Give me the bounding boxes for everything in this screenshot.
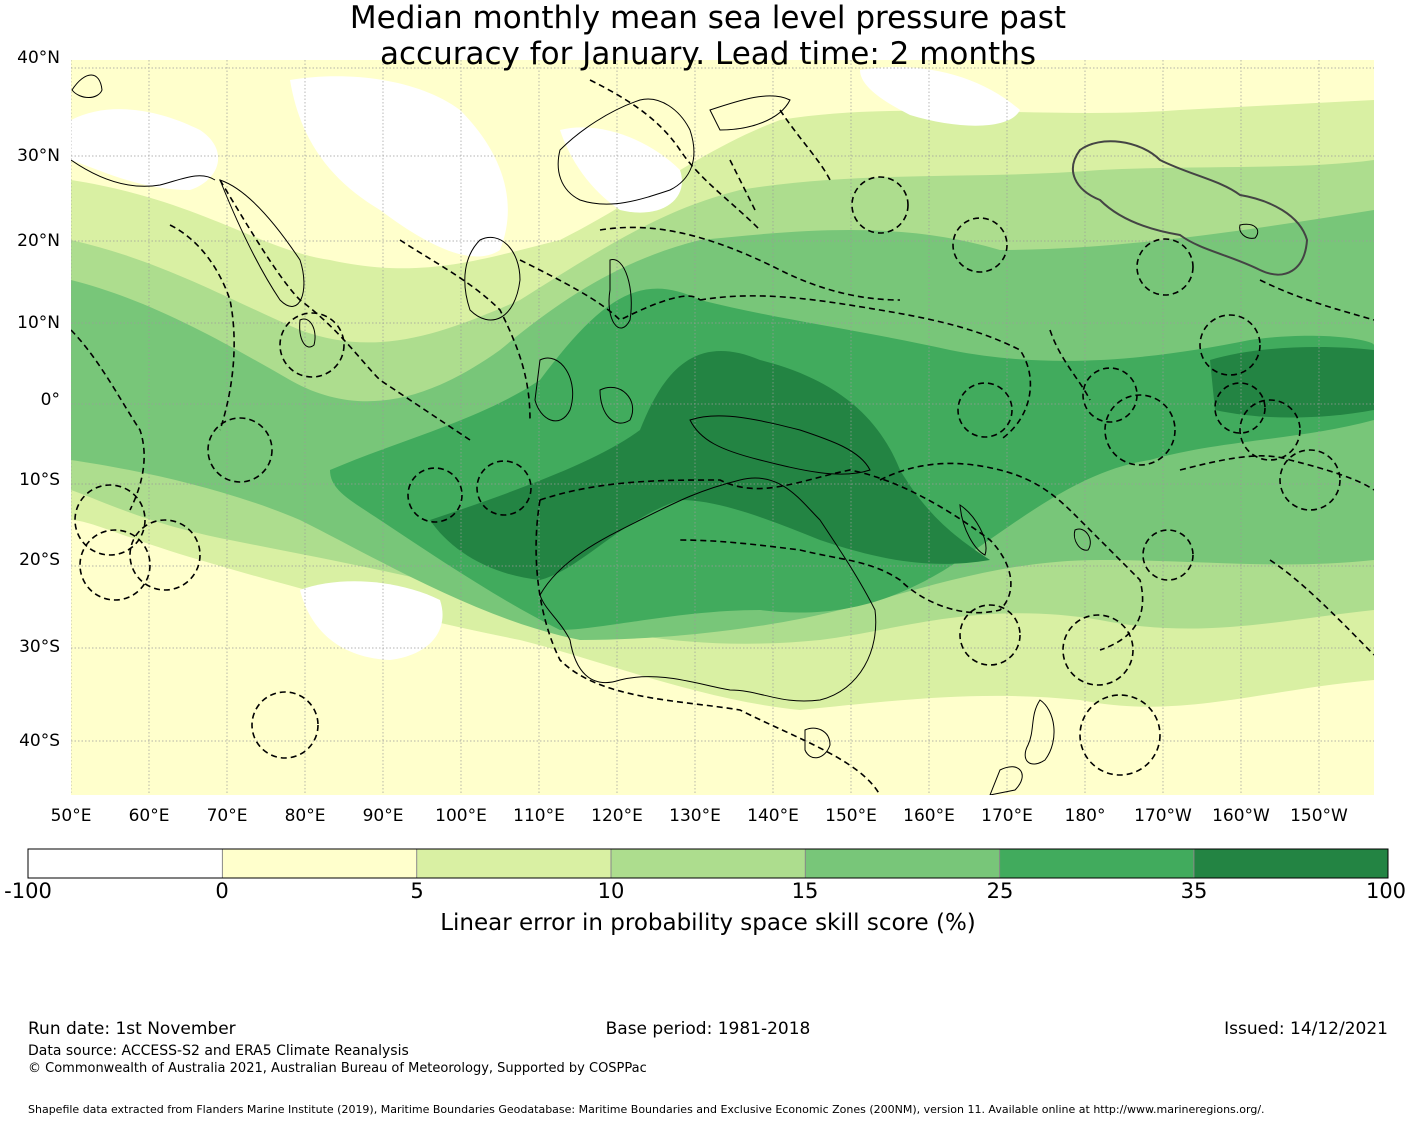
coastlines (71, 74, 1259, 795)
lon-tick: 160°E (903, 806, 955, 826)
lon-tick: 150°E (825, 806, 877, 826)
lat-tick: 30°N (17, 146, 60, 166)
lon-tick: 70°E (206, 806, 248, 826)
title-line-2: accuracy for January. Lead time: 2 month… (379, 36, 1036, 72)
title-line-1: Median monthly mean sea level pressure p… (349, 0, 1067, 36)
colorbar-bin-5-10 (416, 849, 611, 878)
colorbar-label: Linear error in probability space skill … (440, 910, 976, 936)
lat-tick: 10°N (17, 313, 60, 333)
colorbar-bin-15-25 (805, 849, 1000, 878)
colorbar-tick: 15 (791, 879, 819, 903)
colorbar-tick: 25 (986, 879, 1014, 903)
lat-tick: 0° (40, 390, 60, 410)
colorbar-bin-35-100 (1193, 849, 1388, 878)
lat-tick: 10°S (19, 470, 60, 490)
lon-tick: 50°E (50, 806, 92, 826)
lon-tick: 170°W (1134, 806, 1192, 826)
lat-tick: 40°S (19, 731, 60, 751)
colorbar-tick: 0 (215, 879, 229, 903)
skill-map (71, 60, 1374, 795)
colorbar-bin-0-5 (222, 849, 417, 878)
colorbar (27, 848, 1389, 879)
lon-tick: 60°E (128, 806, 170, 826)
lon-tick: 120°E (591, 806, 643, 826)
lon-tick: 180° (1064, 806, 1106, 826)
map-title: Median monthly mean sea level pressure p… (0, 0, 1416, 72)
field-35-100 (430, 350, 990, 580)
lat-tick: 40°N (17, 48, 60, 68)
colorbar-tick: -100 (4, 879, 52, 903)
colorbar-bin-neg (28, 849, 223, 878)
colorbar-bin-10-15 (611, 849, 806, 878)
lon-tick: 100°E (435, 806, 487, 826)
copyright: © Commonwealth of Australia 2021, Austra… (28, 1061, 647, 1076)
lat-tick: 30°S (19, 637, 60, 657)
hawaii-boundary (1071, 140, 1309, 276)
field-negative (71, 109, 219, 190)
colorbar-bin-25-35 (999, 849, 1194, 878)
lon-tick: 160°W (1212, 806, 1270, 826)
colorbar-tick: 100 (1365, 879, 1407, 903)
issued-date: Issued: 14/12/2021 (1224, 1019, 1388, 1039)
lon-tick: 150°W (1290, 806, 1348, 826)
lon-tick: 140°E (747, 806, 799, 826)
run-date: Run date: 1st November (28, 1019, 236, 1039)
lon-tick: 130°E (669, 806, 721, 826)
data-source: Data source: ACCESS-S2 and ERA5 Climate … (28, 1043, 409, 1059)
lat-tick: 20°N (17, 231, 60, 251)
lat-tick: 20°S (19, 550, 60, 570)
colorbar-tick: 5 (410, 879, 424, 903)
lon-tick: 80°E (284, 806, 326, 826)
eez-boundaries (71, 79, 1374, 795)
lon-tick: 170°E (981, 806, 1033, 826)
lon-tick: 110°E (513, 806, 565, 826)
shapefile-credit: Shapefile data extracted from Flanders M… (28, 1103, 1265, 1116)
base-period: Base period: 1981-2018 (605, 1019, 811, 1039)
colorbar-tick: 10 (597, 879, 625, 903)
lon-tick: 90°E (362, 806, 404, 826)
colorbar-tick: 35 (1180, 879, 1208, 903)
